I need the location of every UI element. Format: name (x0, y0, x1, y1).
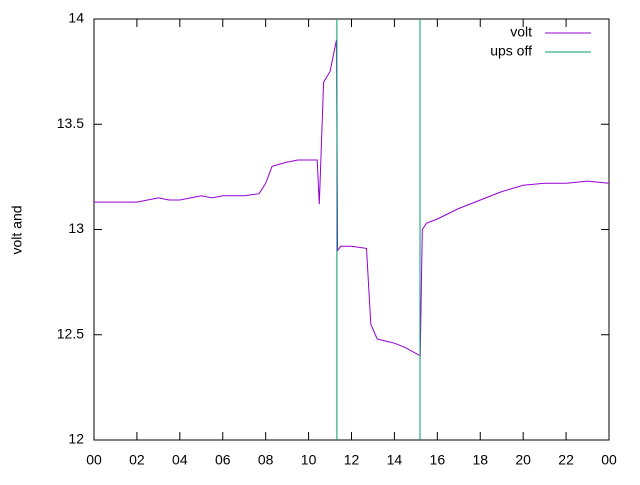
x-tick-label: 02 (129, 452, 145, 468)
x-tick-label: 20 (515, 452, 531, 468)
series-line (336, 19, 421, 440)
x-tick-label: 10 (301, 452, 317, 468)
y-tick-label: 12 (68, 431, 84, 447)
y-tick-label: 13 (68, 220, 84, 236)
x-tick-label: 18 (472, 452, 488, 468)
x-tick-label: 08 (258, 452, 274, 468)
y-axis-label: volt and (9, 205, 25, 254)
x-tick-label: 14 (387, 452, 403, 468)
x-tick-label: 00 (86, 452, 102, 468)
legend-label: ups off (490, 43, 532, 59)
x-tick-label: 00 (601, 452, 617, 468)
series-line (94, 39, 610, 357)
y-tick-label: 12.5 (57, 325, 84, 341)
x-tick-label: 12 (344, 452, 360, 468)
x-tick-label: 04 (172, 452, 188, 468)
plot-border (93, 18, 610, 441)
x-tick-label: 22 (558, 452, 574, 468)
legend-label: volt (510, 24, 532, 40)
x-tick-label: 16 (430, 452, 446, 468)
y-tick-label: 13.5 (57, 115, 84, 131)
y-tick-label: 14 (68, 10, 84, 26)
x-tick-label: 06 (215, 452, 231, 468)
